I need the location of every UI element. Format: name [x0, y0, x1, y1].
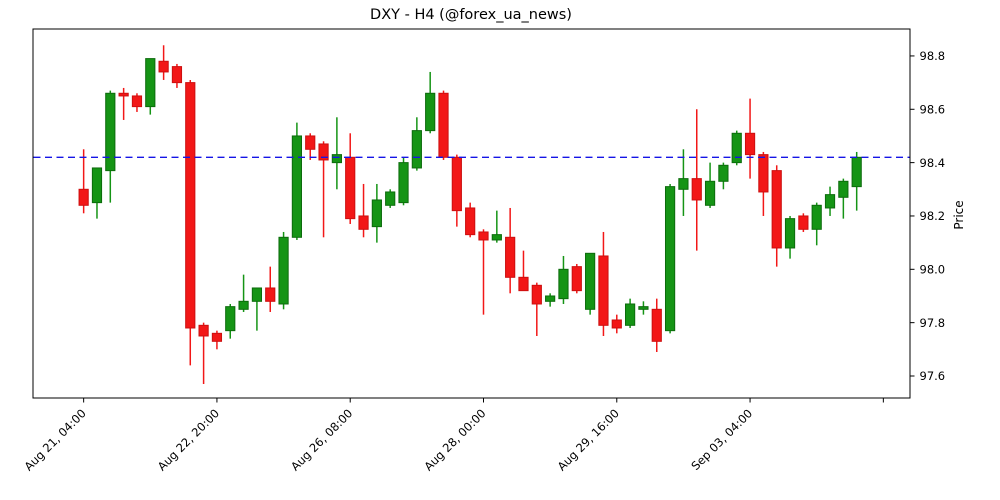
- candle-down: [518, 276, 529, 292]
- candles-layer: [78, 45, 862, 384]
- candle-up: [811, 204, 822, 230]
- candle-up: [238, 300, 249, 310]
- candle-up: [251, 287, 263, 302]
- candle-up: [278, 236, 289, 305]
- candle-down: [185, 82, 196, 329]
- candle-down: [691, 178, 702, 201]
- candle-up: [824, 194, 836, 209]
- candle-down: [131, 95, 143, 108]
- candle-up: [425, 92, 436, 132]
- candle-down: [744, 132, 756, 156]
- candle-down: [798, 215, 809, 230]
- candle-up: [291, 135, 302, 238]
- y-tick-label: 97.8: [920, 316, 946, 330]
- candle-down: [465, 207, 476, 236]
- candle-down: [531, 284, 542, 305]
- candle-up: [731, 132, 742, 164]
- candle-down: [598, 255, 609, 326]
- candle-down: [158, 60, 169, 73]
- x-tick-label: Sep 03, 04:00: [688, 406, 755, 473]
- candle-up: [625, 303, 636, 326]
- candle-down: [505, 236, 516, 278]
- candle-up: [545, 295, 556, 302]
- y-axis-label: Price: [952, 200, 966, 229]
- x-tick-label: Aug 28, 00:00: [421, 406, 488, 473]
- candle-up: [411, 130, 422, 169]
- candle-up: [851, 156, 862, 188]
- candle-up: [558, 268, 569, 300]
- x-axis: Aug 21, 04:00 Aug 22, 20:00 Aug 26, 08:00 A…: [21, 398, 884, 474]
- candle-down: [358, 215, 369, 230]
- candle-down: [571, 266, 582, 292]
- y-tick-label: 98.0: [920, 263, 946, 277]
- candle-down: [651, 308, 662, 342]
- candle-down: [611, 319, 622, 329]
- candle-down: [198, 324, 209, 337]
- candle-down: [771, 170, 782, 249]
- candle-down: [305, 135, 316, 150]
- candle-up: [678, 178, 689, 190]
- candle-up: [331, 154, 342, 164]
- candle-up: [704, 180, 716, 206]
- x-tick-label: Aug 26, 08:00: [288, 406, 355, 473]
- candle-up: [585, 252, 596, 310]
- candle-up: [664, 186, 676, 332]
- candle-up: [145, 58, 156, 108]
- candle-up: [371, 199, 382, 228]
- chart-title: DXY - H4 (@forex_ua_news): [370, 7, 572, 23]
- y-tick-label: 98.6: [920, 102, 946, 116]
- x-tick-label: Aug 22, 20:00: [155, 406, 222, 473]
- y-tick-label: 97.6: [920, 369, 946, 383]
- candle-down: [118, 92, 129, 97]
- candle-up: [225, 306, 236, 332]
- plot-border: [32, 28, 911, 399]
- candle-down: [345, 156, 356, 220]
- candle-down: [451, 156, 462, 212]
- candle-up: [784, 218, 796, 249]
- candle-down: [438, 92, 449, 158]
- candle-down: [211, 332, 223, 342]
- candle-up: [838, 180, 849, 198]
- candle-up: [718, 164, 729, 182]
- y-tick-label: 98.8: [920, 49, 946, 63]
- candle-up: [105, 92, 116, 172]
- candle-down: [265, 287, 276, 302]
- y-axis: 98.8 98.6 98.4 98.2 98.0 97.8 97.6: [910, 49, 945, 383]
- candle-down: [78, 188, 89, 206]
- candle-up: [638, 306, 649, 310]
- candle-down: [758, 154, 769, 193]
- candle-up: [91, 167, 103, 204]
- candle-down: [478, 231, 489, 241]
- candle-down: [171, 66, 183, 84]
- candle-up: [491, 234, 502, 241]
- x-tick-label: Aug 29, 16:00: [555, 406, 622, 473]
- candle-up: [398, 162, 409, 204]
- y-tick-label: 98.2: [920, 209, 946, 223]
- candle-up: [385, 191, 396, 206]
- y-tick-label: 98.4: [920, 156, 946, 170]
- candle-down: [318, 143, 329, 161]
- x-tick-label: Aug 21, 04:00: [21, 406, 88, 473]
